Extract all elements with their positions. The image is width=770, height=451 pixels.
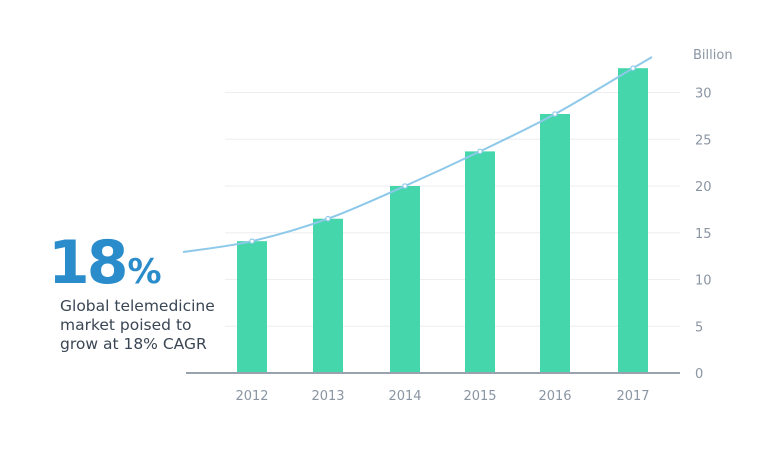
trend-point bbox=[477, 148, 483, 155]
x-tick-label: 2014 bbox=[388, 389, 421, 404]
cagr-value: 18 bbox=[48, 228, 128, 298]
y-tick-label: 15 bbox=[695, 227, 712, 242]
x-tick-label: 2013 bbox=[311, 389, 344, 404]
cagr-highlight: 18% bbox=[48, 228, 162, 298]
bar-2012 bbox=[237, 241, 267, 373]
bar-2016 bbox=[540, 114, 570, 373]
y-tick-label: 10 bbox=[695, 274, 712, 289]
cagr-description: Global telemedicine market poised to gro… bbox=[60, 297, 230, 354]
description-line: grow at 18% CAGR bbox=[60, 335, 207, 353]
x-tick-label: 2012 bbox=[235, 389, 268, 404]
bar-2015 bbox=[465, 151, 495, 373]
bar-2014 bbox=[390, 186, 420, 373]
trend-point bbox=[630, 65, 636, 71]
y-tick-label: 25 bbox=[695, 133, 712, 148]
x-tick-label: 2016 bbox=[538, 389, 571, 404]
cagr-unit: % bbox=[127, 252, 162, 292]
trend-point bbox=[249, 238, 255, 244]
bar-2017 bbox=[618, 68, 648, 373]
bar-2013 bbox=[313, 218, 343, 373]
trend-point bbox=[325, 215, 331, 222]
y-tick-label: 20 bbox=[695, 180, 712, 195]
trend-point bbox=[402, 183, 408, 189]
trend-line bbox=[182, 56, 653, 253]
y-axis-label: Billion bbox=[693, 48, 733, 63]
y-tick-label: 30 bbox=[695, 87, 712, 102]
trend-point bbox=[552, 111, 558, 117]
x-tick-label: 2015 bbox=[463, 389, 496, 404]
description-line: market poised to bbox=[60, 316, 192, 334]
x-tick-label: 2017 bbox=[616, 389, 649, 404]
y-tick-label: 5 bbox=[695, 320, 703, 335]
description-line: Global telemedicine bbox=[60, 297, 215, 315]
y-tick-label: 0 bbox=[695, 367, 703, 382]
